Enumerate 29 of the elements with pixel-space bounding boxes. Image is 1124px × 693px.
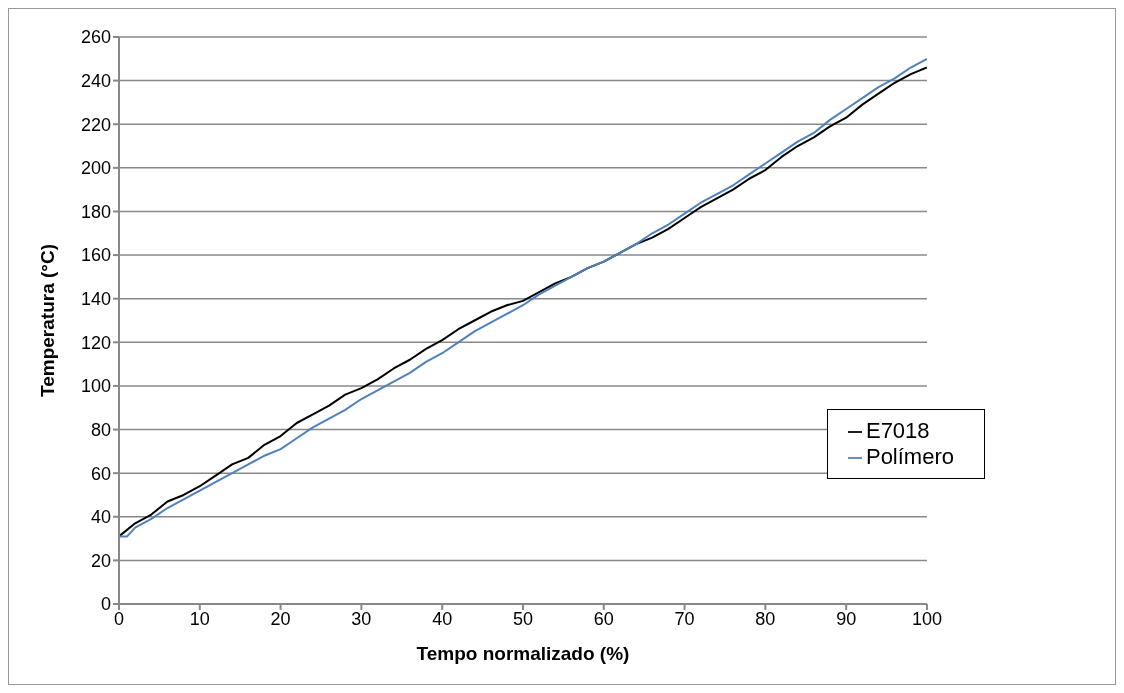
y-tick-label: 20 (90, 550, 111, 571)
y-tick-label: 220 (80, 114, 111, 135)
y-tick-label: 260 (80, 27, 111, 48)
legend-label: Polímero (865, 444, 954, 469)
y-axis-title: Temperatura (°C) (36, 244, 58, 397)
y-tick-label: 40 (90, 507, 111, 528)
x-axis-title: Tempo normalizado (%) (416, 643, 630, 664)
y-tick-label: 180 (80, 201, 111, 222)
y-tick-label: 100 (80, 376, 111, 397)
x-tick-label: 20 (270, 608, 291, 629)
x-tick-label: 30 (351, 608, 372, 629)
x-tick-label: 80 (755, 608, 776, 629)
x-tick-label: 70 (674, 608, 695, 629)
y-tick-label: 0 (100, 594, 111, 615)
y-tick-label: 240 (80, 71, 111, 92)
x-tick-label: 100 (911, 608, 942, 629)
y-tick-label: 80 (90, 419, 111, 440)
y-tick-label: 160 (80, 245, 111, 266)
x-tick-label: 60 (593, 608, 614, 629)
y-tick-label: 200 (80, 158, 111, 179)
y-tick-label: 140 (80, 289, 111, 310)
x-tick-label: 90 (836, 608, 857, 629)
y-tick-label: 120 (80, 332, 111, 353)
legend-label: E7018 (865, 418, 930, 443)
y-tick-label: 60 (90, 463, 111, 484)
x-tick-label: 0 (113, 608, 125, 629)
x-tick-label: 50 (512, 608, 533, 629)
x-tick-label: 10 (189, 608, 210, 629)
x-tick-label: 40 (432, 608, 453, 629)
